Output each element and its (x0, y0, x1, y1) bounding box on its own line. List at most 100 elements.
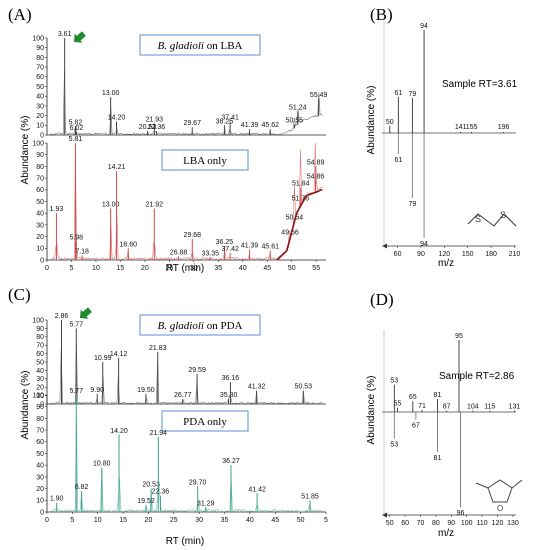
peak-label: 5.77 (69, 321, 83, 328)
y-tick-label: 40 (36, 463, 44, 470)
x-tick-label: 50 (288, 265, 296, 272)
x-tick-label: 40 (246, 517, 254, 524)
mass-spectrum-b: 60 90 120 150 180 210 50 61 61 79 79 94 94 141 155 196 (382, 20, 520, 258)
peak-label: 1.93 (50, 206, 64, 213)
y-tick-label: 50 (36, 84, 44, 91)
svg-text:B. gladioli on LBA: B. gladioli on LBA (158, 40, 243, 52)
axis-arrow-icon (382, 243, 387, 249)
peak-label: 41.39 (241, 242, 259, 249)
x-tick-label: 45 (263, 265, 271, 272)
xlabel-b: m/z (438, 258, 454, 269)
peak-label: 21.92 (146, 202, 164, 209)
x-tick-label: 0 (45, 517, 49, 524)
legend-box-c-bottom: PDA only (161, 410, 249, 432)
mz-label: 196 (498, 124, 510, 131)
x-tick-label: 30 (195, 517, 203, 524)
x-tick-label: 120 (438, 251, 450, 258)
peak-label: 3.61 (58, 31, 72, 38)
peak-label: 21.93 (146, 116, 164, 123)
x-tick-label: 90 (447, 520, 455, 527)
peak-label: 41.32 (248, 384, 266, 391)
y-tick-label: 20 (36, 486, 44, 493)
mz-label: 50 (386, 119, 394, 126)
mz-label: 79 (408, 91, 416, 98)
x-tick-label: 80 (432, 520, 440, 527)
mz-label: 131 (509, 404, 521, 411)
y-tick-label: 80 (36, 164, 44, 171)
y-tick-label: 70 (36, 65, 44, 72)
mz-label: 61 (394, 90, 402, 97)
y-tick-label: 10 (36, 246, 44, 253)
peak-label: 29.68 (184, 232, 202, 239)
y-tick-label: 30 (36, 222, 44, 229)
peak-label: 41.39 (241, 122, 259, 129)
x-tick-label: 180 (485, 251, 497, 258)
x-tick-label: 150 (462, 251, 474, 258)
y-tick-label: 30 (36, 474, 44, 481)
y-tick-label: 40 (36, 368, 44, 375)
x-tick-label: 120 (492, 520, 504, 527)
mz-label: 94 (420, 23, 428, 30)
peak-label: 19.50 (137, 387, 155, 394)
peak-label: 37.41 (221, 114, 239, 121)
peak-label: 45.62 (262, 122, 280, 129)
y-tick-label: 0 (40, 401, 44, 408)
peak-label: 5.98 (69, 234, 83, 241)
svg-text:O: O (497, 504, 503, 513)
peak-label: 21.83 (149, 345, 167, 352)
peak-label: 49.66 (281, 230, 299, 237)
y-tick-label: 60 (36, 74, 44, 81)
species-a: B. gladioli (158, 40, 204, 52)
x-tick-label: 70 (417, 520, 425, 527)
peak-label: 50.55 (286, 117, 304, 124)
peak-label: 36.25 (216, 118, 234, 125)
peak-label: 26.77 (174, 392, 192, 399)
peak-label: 14.20 (110, 428, 128, 435)
peak-label: 9.90 (90, 387, 104, 394)
y-tick-label: 10 (36, 498, 44, 505)
mz-label-reference: 94 (420, 241, 428, 248)
peak-label: 7.18 (75, 248, 89, 255)
y-tick-label: 50 (36, 359, 44, 366)
mz-label-reference: 96 (457, 510, 465, 517)
x-tick-label: 35 (221, 517, 229, 524)
svg-text:B. gladioli on PDA: B. gladioli on PDA (158, 320, 243, 332)
y-tick-label: 70 (36, 176, 44, 183)
x-tick-label: 10 (92, 265, 100, 272)
y-tick-label: 60 (36, 187, 44, 194)
peak-label: 35.80 (220, 392, 238, 399)
species-c: B. gladioli (158, 320, 204, 332)
chromatogram-trace (50, 70, 323, 136)
peak-label: 36.16 (222, 375, 240, 382)
x-tick-label: 25 (170, 517, 178, 524)
x-tick-label: 130 (507, 520, 519, 527)
x-tick-label: 20 (141, 265, 149, 272)
chromatogram-a-bottom: 0 10 20 30 40 50 60 70 80 90 100 0 5 10 15 20 25 30 35 40 45… (32, 136, 326, 272)
y-tick-label: 100 (32, 317, 44, 324)
peak-label: 20.53 (139, 124, 157, 131)
y-tick-label: 10 (36, 393, 44, 400)
peak-label: 14.21 (108, 164, 126, 171)
peak-label: 41.42 (248, 486, 266, 493)
peak-label: 54.89 (307, 159, 325, 166)
peak-label: 55.49 (310, 92, 328, 99)
peak-label: 22.36 (152, 489, 170, 496)
peak-label: 31.29 (197, 500, 215, 507)
arrow-icon (80, 307, 92, 319)
mz-label: 55 (394, 401, 402, 408)
peak-label: 37.42 (221, 246, 239, 253)
mz-label: 104 (467, 404, 479, 411)
y-tick-label: 50 (36, 199, 44, 206)
y-tick-label: 90 (36, 45, 44, 52)
mz-label-reference: 61 (394, 157, 402, 164)
box-a-bottom-label: LBA only (183, 155, 227, 167)
mz-label: 95 (455, 333, 463, 340)
x-tick-label: 5 (70, 265, 74, 272)
peak-label: 6.02 (70, 125, 84, 132)
peak-label: 14.12 (110, 351, 128, 358)
legend-box-a-top: B. gladioli on LBA (139, 34, 261, 56)
peak-label: 5.82 (69, 119, 83, 126)
y-tick-label: 20 (36, 113, 44, 120)
peak-label: 5.81 (69, 136, 83, 143)
x-tick-label: 15 (117, 265, 125, 272)
